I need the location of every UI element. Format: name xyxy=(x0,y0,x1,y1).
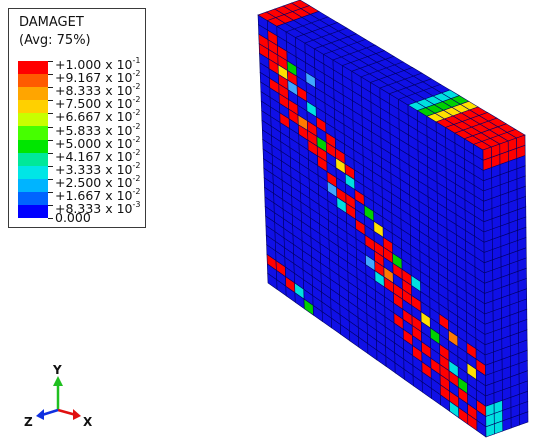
legend-swatch xyxy=(18,205,48,219)
damage-cell xyxy=(476,399,487,418)
legend-subtitle: (Avg: 75%) xyxy=(19,33,91,48)
z-axis-line xyxy=(41,408,59,417)
legend-swatch xyxy=(18,74,48,88)
y-arrow-icon xyxy=(53,376,63,386)
legend-label: +7.500 x 10-2 xyxy=(55,95,141,112)
y-axis-label: Y xyxy=(52,363,62,377)
legend-label: +8.333 x 10-2 xyxy=(55,82,141,99)
damage-pattern xyxy=(258,29,487,432)
slab-side-face xyxy=(482,134,529,438)
mesh-cell xyxy=(519,411,529,426)
damage-legend: DAMAGET (Avg: 75%) +1.000 x 10-1 +9.167 x… xyxy=(8,8,146,228)
legend-label: +2.500 x 10-2 xyxy=(55,173,141,190)
slab-top-face xyxy=(257,0,526,151)
z-arrow-icon xyxy=(36,409,44,420)
legend-swatch xyxy=(18,100,48,114)
legend-label: +5.000 x 10-2 xyxy=(55,134,141,151)
damage-cell xyxy=(303,298,314,316)
legend-title: DAMAGET xyxy=(19,15,84,30)
x-arrow-icon xyxy=(73,409,81,420)
legend-label: +4.167 x 10-2 xyxy=(55,147,141,164)
legend-swatch xyxy=(18,113,48,127)
legend-tick xyxy=(48,139,53,141)
legend-tick xyxy=(48,178,53,180)
legend-swatch xyxy=(18,61,48,75)
legend-swatch xyxy=(18,139,48,153)
damage-cell xyxy=(421,361,432,379)
legend-tick xyxy=(48,205,53,207)
legend-tick xyxy=(48,87,53,89)
damage-cell xyxy=(466,362,477,381)
legend-label: +1.667 x 10-2 xyxy=(55,187,141,203)
z-axis-label: Z xyxy=(24,415,33,429)
x-axis-label: X xyxy=(83,415,93,429)
legend-color-bar xyxy=(18,61,48,219)
legend-label: +9.167 x 10-2 xyxy=(55,69,141,86)
damage-cell xyxy=(475,358,486,377)
damage-cell xyxy=(467,413,478,432)
legend-tick xyxy=(48,126,53,128)
legend-swatch xyxy=(18,87,48,101)
legend-tick xyxy=(48,218,53,220)
legend-tick xyxy=(48,192,53,193)
legend-label: +5.833 x 10-2 xyxy=(55,121,141,138)
legend-swatch xyxy=(18,126,48,140)
slab-front-face xyxy=(257,14,487,438)
legend-tick xyxy=(48,61,53,62)
legend-label: 0.000 xyxy=(55,210,91,226)
legend-swatch xyxy=(18,178,48,192)
legend-tick xyxy=(48,113,53,115)
legend-swatch xyxy=(18,152,48,166)
legend-swatch xyxy=(18,165,48,179)
legend-tick xyxy=(48,152,53,154)
legend-tick xyxy=(48,100,53,102)
legend-label: +3.333 x 10-2 xyxy=(55,160,141,177)
damage-cell xyxy=(279,112,290,129)
damage-cell xyxy=(448,329,459,348)
legend-label: +6.667 x 10-2 xyxy=(55,108,141,125)
legend-label: +1.000 x 10-1 xyxy=(55,56,141,72)
legend-label: +8.333 x 10-3 xyxy=(55,200,141,217)
legend-tick xyxy=(48,74,53,76)
damage-cell xyxy=(305,71,316,89)
legend-tick xyxy=(48,165,53,167)
legend-swatch xyxy=(18,191,48,206)
damage-cell xyxy=(410,274,421,293)
